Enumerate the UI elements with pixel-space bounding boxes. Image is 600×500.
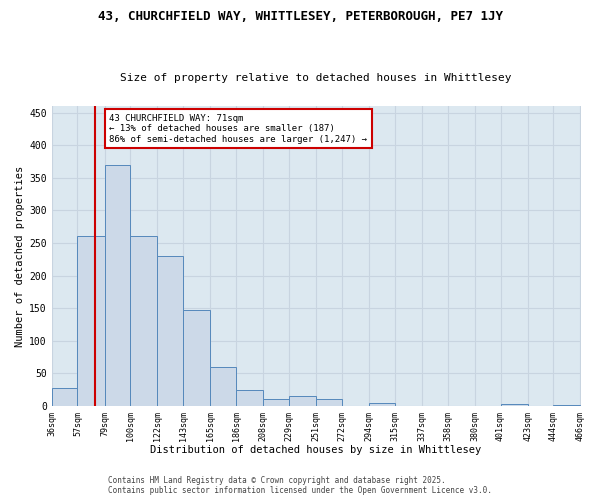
Bar	[130, 236, 157, 406]
Y-axis label: Number of detached properties: Number of detached properties	[15, 166, 25, 346]
Bar	[369, 402, 395, 406]
Title: Size of property relative to detached houses in Whittlesey: Size of property relative to detached ho…	[121, 73, 512, 83]
Bar	[157, 256, 183, 406]
Text: 43, CHURCHFIELD WAY, WHITTLESEY, PETERBOROUGH, PE7 1JY: 43, CHURCHFIELD WAY, WHITTLESEY, PETERBO…	[97, 10, 503, 23]
Bar	[553, 404, 580, 406]
Bar	[104, 164, 130, 406]
Bar	[236, 390, 263, 406]
Bar	[500, 404, 527, 406]
Bar	[289, 396, 316, 406]
Bar	[183, 310, 211, 406]
Bar	[77, 236, 104, 406]
Bar	[211, 367, 236, 406]
Text: Contains HM Land Registry data © Crown copyright and database right 2025.
Contai: Contains HM Land Registry data © Crown c…	[108, 476, 492, 495]
Text: 43 CHURCHFIELD WAY: 71sqm
← 13% of detached houses are smaller (187)
86% of semi: 43 CHURCHFIELD WAY: 71sqm ← 13% of detac…	[109, 114, 367, 144]
X-axis label: Distribution of detached houses by size in Whittlesey: Distribution of detached houses by size …	[151, 445, 482, 455]
Bar	[316, 400, 342, 406]
Bar	[263, 400, 289, 406]
Bar	[52, 388, 77, 406]
